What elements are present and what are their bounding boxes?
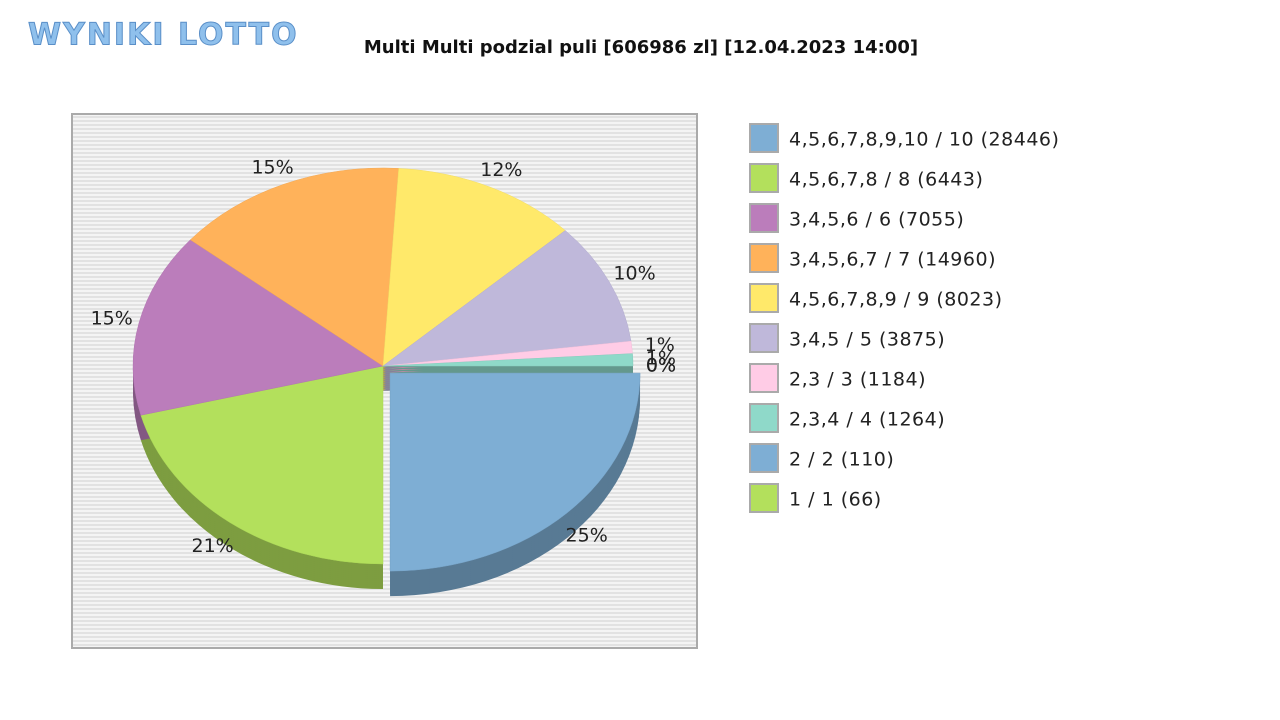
data-label: 0%	[646, 355, 676, 377]
slice	[140, 365, 384, 565]
legend-swatch	[749, 283, 779, 313]
legend-label: 1 / 1 (66)	[789, 489, 882, 511]
slice	[382, 230, 632, 367]
slice	[189, 167, 399, 367]
legend: 4,5,6,7,8,9,10 / 10 (28446) 4,5,6,7,8 / 8…	[749, 123, 1059, 513]
legend-swatch	[749, 123, 779, 153]
legend-label: 4,5,6,7,8,9 / 9 (8023)	[789, 289, 1003, 311]
legend-swatch	[749, 403, 779, 433]
legend-swatch	[749, 443, 779, 473]
data-label: 15%	[91, 307, 133, 329]
pie: 25%21%15%15% 12%10%1%1%0%0%	[91, 156, 676, 597]
legend-swatch	[749, 203, 779, 233]
legend-label: 2,3,4 / 4 (1264)	[789, 409, 945, 431]
data-label: 25%	[566, 524, 608, 546]
legend-swatch	[749, 163, 779, 193]
legend-swatch	[749, 483, 779, 513]
data-label: 1%	[646, 348, 676, 370]
data-label: 21%	[191, 535, 233, 557]
legend-label: 3,4,5,6,7 / 7 (14960)	[789, 249, 996, 271]
legend-label: 4,5,6,7,8,9,10 / 10 (28446)	[789, 129, 1059, 151]
logo: WYNIKI LOTTO	[28, 18, 299, 53]
legend-swatch	[749, 323, 779, 353]
slice	[382, 168, 566, 367]
data-label: 12%	[480, 159, 522, 181]
legend-swatch	[749, 243, 779, 273]
legend-label: 3,4,5 / 5 (3875)	[789, 329, 945, 351]
slice	[382, 353, 634, 367]
legend-label: 2 / 2 (110)	[789, 449, 894, 471]
chart-title: Multi Multi podzial puli [606986 zl] [12…	[364, 37, 918, 58]
data-label: 0%	[646, 355, 676, 377]
slice	[132, 239, 384, 416]
data-label: 15%	[251, 156, 293, 178]
legend-label: 4,5,6,7,8 / 8 (6443)	[789, 169, 983, 191]
data-label: 1%	[645, 334, 675, 356]
legend-swatch	[749, 363, 779, 393]
slice	[389, 372, 641, 572]
legend-label: 2,3 / 3 (1184)	[789, 369, 926, 391]
data-label: 10%	[613, 263, 655, 285]
legend-label: 3,4,5,6 / 6 (7055)	[789, 209, 964, 231]
